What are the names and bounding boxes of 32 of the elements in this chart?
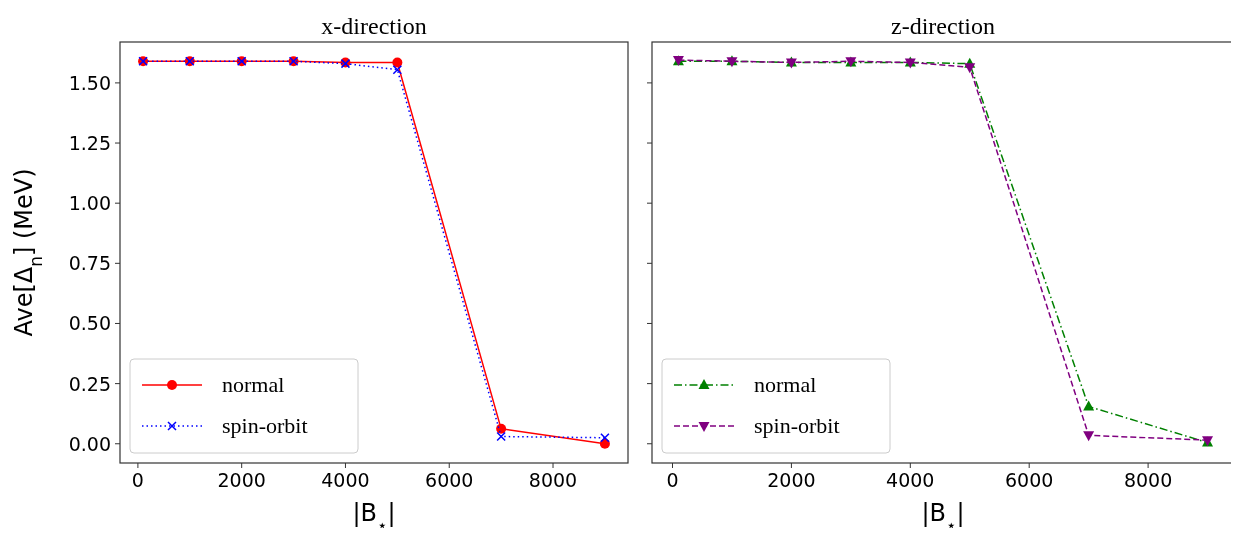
x-tick-label: 4000 [886,469,935,491]
x-tick-label: 2000 [767,469,816,491]
x-tick-label: 6000 [1005,469,1054,491]
legend-label: spin-orbit [222,413,308,438]
x-tick-label: 6000 [425,469,474,491]
x-tick-label: 8000 [1123,469,1173,491]
x-axis-title: |B$_{⋆}$| [921,499,965,535]
point [496,431,506,442]
legend-label: normal [754,372,817,397]
y-tick-label: 0.75 [68,252,111,275]
point [1083,400,1095,411]
y-tick-label: 0.25 [68,372,111,395]
y-tick-label: 1.00 [68,192,111,215]
chart-title: z-direction [891,13,995,39]
point [392,57,403,68]
x-tick-label: 0 [131,469,144,491]
point [964,63,976,74]
point [600,432,610,443]
x-tick-label: 2000 [217,469,266,491]
point [392,64,403,75]
chart-title: x-direction [321,13,427,39]
y-tick-label: 0.50 [68,312,111,335]
y-tick-label: 1.25 [68,132,111,155]
x-axis-title: |B$_{⋆}$| [352,499,396,535]
x-tick-label: 0 [666,469,679,491]
legend-label: spin-orbit [754,413,840,438]
y-tick-label: 0.00 [68,432,111,455]
legend-label: normal [222,372,285,397]
x-tick-label: 8000 [528,469,578,491]
y-tick-label: 1.50 [68,71,111,94]
point [496,423,507,434]
x-tick-label: 4000 [321,469,370,491]
